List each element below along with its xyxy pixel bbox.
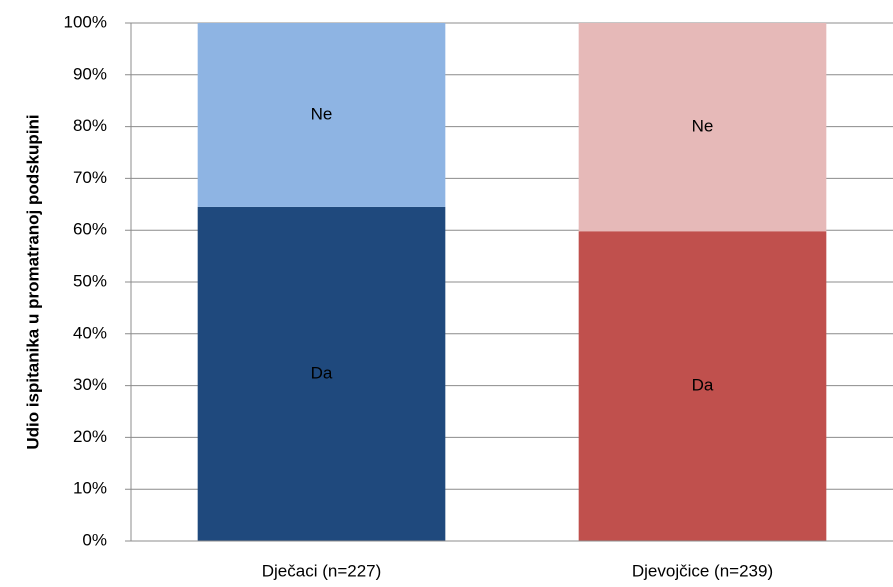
bar-segment [197,206,446,541]
y-tick-label: 90% [73,64,107,83]
y-axis-label: Udio ispitanika u promatranoj podskupini [23,114,42,449]
x-tick-label: Djevojčice (n=239) [632,561,773,580]
segment-label: Ne [692,117,714,136]
y-tick-label: 40% [73,323,107,342]
bar-segment [578,231,827,541]
y-tick-label: 0% [82,530,107,549]
segment-label: Ne [311,104,333,123]
segment-label: Da [692,376,714,395]
y-tick-label: 80% [73,116,107,135]
x-tick-label: Dječaci (n=227) [262,561,382,580]
y-tick-label: 20% [73,427,107,446]
bar-segment [578,23,827,232]
bar-segment [197,23,446,207]
y-tick-label: 50% [73,271,107,290]
y-tick-label: 100% [64,12,107,31]
y-tick-label: 60% [73,220,107,239]
y-tick-label: 70% [73,168,107,187]
segment-label: Da [311,363,333,382]
y-tick-label: 10% [73,479,107,498]
y-tick-label: 30% [73,375,107,394]
